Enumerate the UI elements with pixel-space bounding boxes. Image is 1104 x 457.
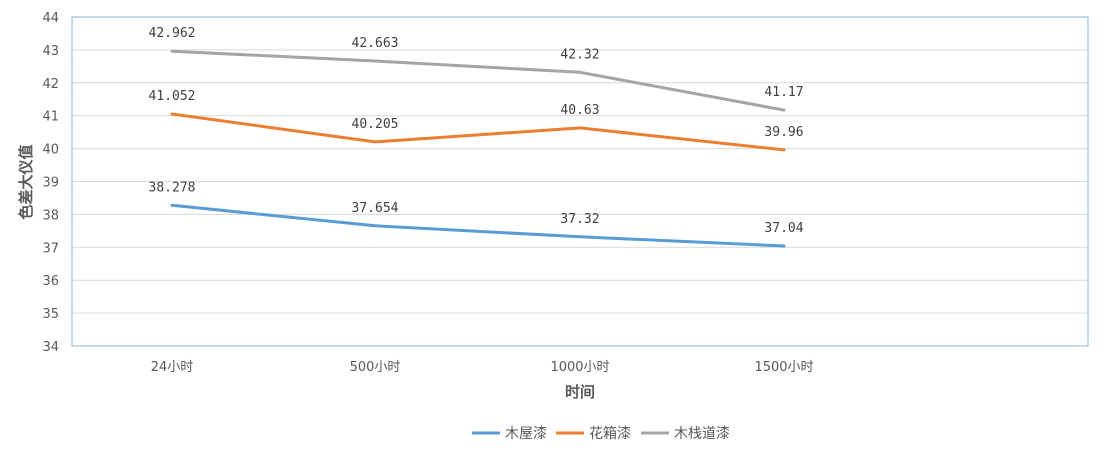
data-label: 37.32 — [560, 212, 599, 227]
x-axis-ticks: 24小时 500小时 1000小时 1500小时 — [151, 360, 814, 375]
data-label: 42.32 — [560, 47, 599, 62]
plot-area — [71, 16, 1089, 347]
y-axis-title: 色差大仪值 — [17, 144, 35, 219]
data-label: 40.63 — [560, 103, 599, 118]
series-line-1 — [170, 112, 786, 152]
y-tick-label: 41 — [42, 110, 59, 125]
y-tick-label: 44 — [42, 11, 59, 26]
legend-label: 木栈道漆 — [674, 426, 730, 442]
y-tick-label: 34 — [42, 340, 59, 355]
data-label: 42.962 — [149, 26, 196, 41]
data-label: 40.205 — [352, 117, 399, 132]
data-label: 42.663 — [352, 36, 399, 51]
y-tick-label: 35 — [42, 307, 59, 322]
gridlines — [72, 16, 1088, 347]
data-label: 41.052 — [149, 89, 196, 104]
y-tick-label: 37 — [42, 241, 59, 256]
series-line-2 — [170, 49, 786, 112]
series-line-0 — [170, 203, 786, 248]
data-label: 39.96 — [764, 125, 803, 140]
data-label: 41.17 — [764, 85, 803, 100]
y-tick-label: 38 — [42, 208, 59, 223]
x-tick-label: 1000小时 — [550, 360, 609, 375]
y-tick-label: 40 — [42, 143, 59, 158]
y-axis-ticks: 34 35 36 37 38 39 40 41 42 43 44 — [42, 11, 59, 355]
x-tick-label: 1500小时 — [754, 360, 813, 375]
data-label: 37.654 — [352, 201, 399, 216]
data-labels: 38.278 37.654 37.32 37.04 41.052 40.205 40.63 3… — [149, 26, 804, 236]
data-label: 37.04 — [764, 221, 803, 236]
y-tick-label: 43 — [42, 44, 59, 59]
legend-label: 木屋漆 — [505, 426, 547, 442]
x-tick-label: 24小时 — [151, 360, 194, 375]
y-tick-label: 36 — [42, 274, 59, 289]
series-lines — [170, 49, 786, 248]
x-tick-label: 500小时 — [350, 360, 401, 375]
data-label: 38.278 — [149, 180, 196, 195]
x-axis-title: 时间 — [565, 383, 595, 401]
y-tick-label: 42 — [42, 77, 59, 92]
y-tick-label: 39 — [42, 176, 59, 191]
legend: 木屋漆 花箱漆 木栈道漆 — [472, 426, 730, 442]
legend-label: 花箱漆 — [589, 426, 631, 442]
